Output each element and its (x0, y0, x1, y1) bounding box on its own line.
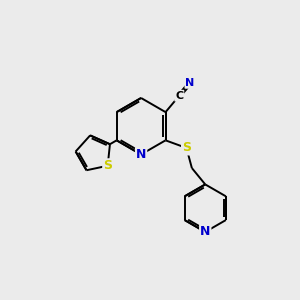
Text: N: N (185, 78, 195, 88)
Text: N: N (136, 148, 146, 161)
Text: S: S (103, 159, 112, 172)
Text: C: C (175, 91, 183, 101)
Text: N: N (200, 226, 210, 238)
Text: S: S (182, 142, 191, 154)
